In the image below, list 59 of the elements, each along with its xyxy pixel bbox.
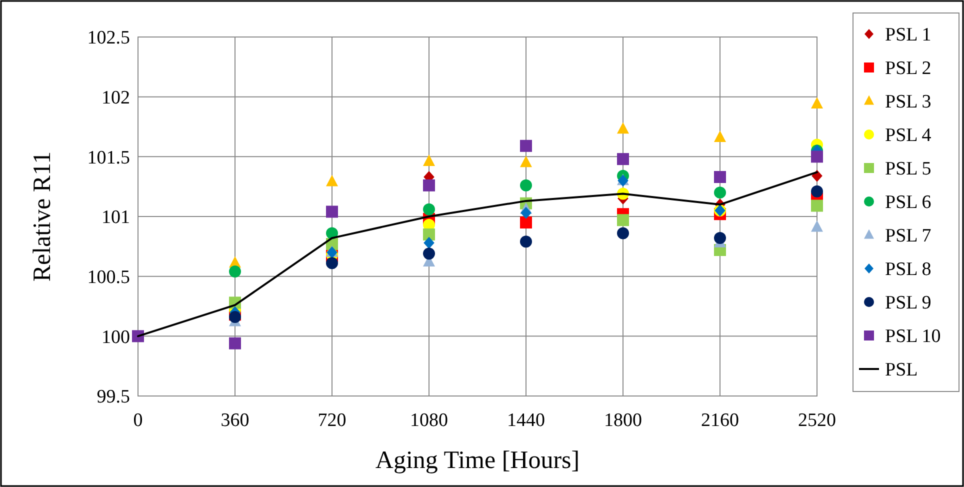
x-axis-title: Aging Time [Hours] [375, 447, 580, 474]
y-tick-label: 101.5 [87, 147, 130, 168]
y-tick-label: 101 [102, 207, 130, 228]
x-tick-label: 2520 [798, 410, 836, 431]
point [520, 140, 532, 152]
point [714, 186, 726, 199]
point [229, 266, 241, 278]
x-tick-label: 1800 [604, 410, 642, 431]
point [229, 337, 241, 350]
legend-label: PSL 7 [885, 226, 932, 247]
point [424, 236, 434, 249]
legend-label: PSL 2 [885, 58, 932, 80]
point [326, 257, 338, 270]
legend-label: PSL 3 [885, 92, 932, 113]
legend-label: PSL 10 [885, 326, 941, 348]
point [520, 236, 532, 248]
legend-label: PSL 9 [885, 292, 932, 314]
point [326, 206, 338, 218]
point [714, 232, 726, 244]
point [423, 179, 435, 192]
x-tick-label: 360 [220, 410, 250, 431]
point [423, 228, 435, 240]
y-tick-label: 100 [102, 326, 130, 348]
point [811, 200, 823, 212]
point [811, 185, 823, 198]
x-tick-label: 720 [318, 410, 346, 431]
point [520, 206, 532, 219]
point [520, 179, 532, 192]
legend-label: PSL [885, 360, 918, 381]
point [617, 122, 629, 134]
legend-label: PSL 5 [885, 158, 932, 180]
point [423, 154, 435, 166]
point [617, 214, 629, 226]
point [229, 311, 241, 324]
legend-label: PSL 1 [885, 24, 932, 46]
legend-label: PSL 6 [885, 192, 932, 214]
point [326, 174, 338, 186]
point [714, 171, 726, 184]
y-axis-title: Relative R11 [29, 151, 56, 282]
point [811, 97, 823, 109]
y-tick-label: 102 [102, 87, 130, 108]
point [714, 130, 726, 142]
x-tick-label: 1440 [507, 410, 545, 431]
y-tick-label: 102.5 [87, 28, 130, 49]
point [520, 156, 532, 168]
point [617, 153, 629, 166]
x-tick-label: 0 [133, 410, 143, 431]
legend-label: PSL 8 [885, 259, 932, 280]
point [617, 227, 629, 240]
y-tick-label: 99.5 [96, 386, 130, 408]
legend-label: PSL 4 [885, 125, 932, 146]
point [520, 216, 532, 228]
point [811, 150, 823, 163]
x-tick-label: 1080 [410, 410, 448, 431]
point [423, 203, 435, 216]
x-tick-label: 2160 [701, 410, 739, 431]
point [423, 248, 435, 260]
y-tick-label: 100.5 [87, 266, 130, 288]
point [811, 220, 823, 232]
